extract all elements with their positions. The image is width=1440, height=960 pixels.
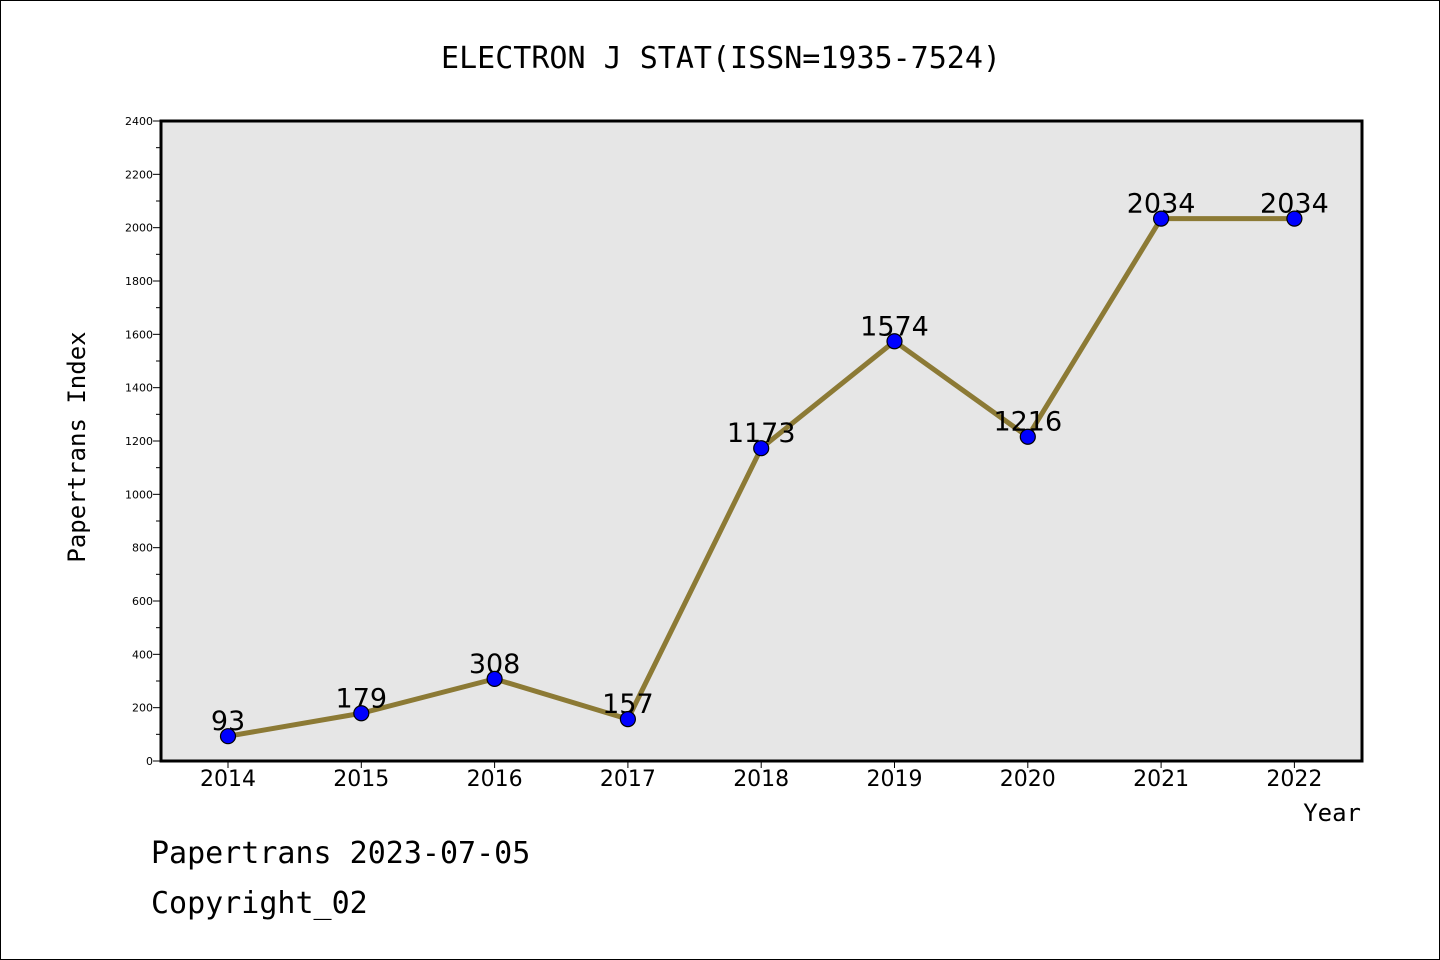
x-tick-label: 2019: [867, 767, 923, 792]
y-tick-label: 0: [146, 755, 153, 768]
y-tick-label: 1600: [125, 328, 153, 341]
data-point: [886, 333, 903, 350]
x-axis-label: Year: [1303, 799, 1361, 827]
y-tick-label: 2000: [125, 222, 153, 235]
x-tick-label: 2017: [600, 767, 656, 792]
data-point: [1019, 428, 1036, 445]
chart-title: ELECTRON J STAT(ISSN=1935-7524): [441, 41, 1001, 76]
y-tick-label: 1200: [125, 435, 153, 448]
y-tick-label: 200: [132, 702, 153, 715]
x-tick-label: 2014: [200, 767, 256, 792]
source-note: Papertrans 2023-07-05: [151, 836, 531, 871]
x-tick-label: 2020: [1000, 767, 1056, 792]
x-tick-label: 2015: [333, 767, 389, 792]
plot-frame: [159, 119, 1364, 763]
data-point: [353, 705, 370, 722]
x-tick-label: 2016: [467, 767, 523, 792]
data-point: [619, 711, 637, 728]
data-point: [1152, 210, 1170, 227]
y-tick-label: 800: [132, 542, 153, 555]
x-tick-label: 2018: [733, 767, 789, 792]
y-tick-label: 400: [132, 648, 153, 661]
y-tick-label: 1800: [125, 275, 153, 288]
data-point: [486, 670, 503, 687]
y-tick-label: 1400: [125, 382, 153, 395]
y-tick-label: 1000: [125, 488, 153, 501]
x-tick-label: 2021: [1133, 767, 1189, 792]
y-tick-label: 2400: [125, 115, 153, 128]
y-axis-label: Papertrans Index: [63, 331, 91, 562]
y-tick-label: 600: [132, 595, 153, 608]
data-point: [1286, 210, 1303, 227]
data-point: [219, 728, 237, 745]
y-tick-label: 2200: [125, 168, 153, 181]
data-point: [753, 440, 770, 457]
copyright-note: Copyright_02: [151, 886, 368, 921]
x-tick-label: 2022: [1266, 767, 1322, 792]
